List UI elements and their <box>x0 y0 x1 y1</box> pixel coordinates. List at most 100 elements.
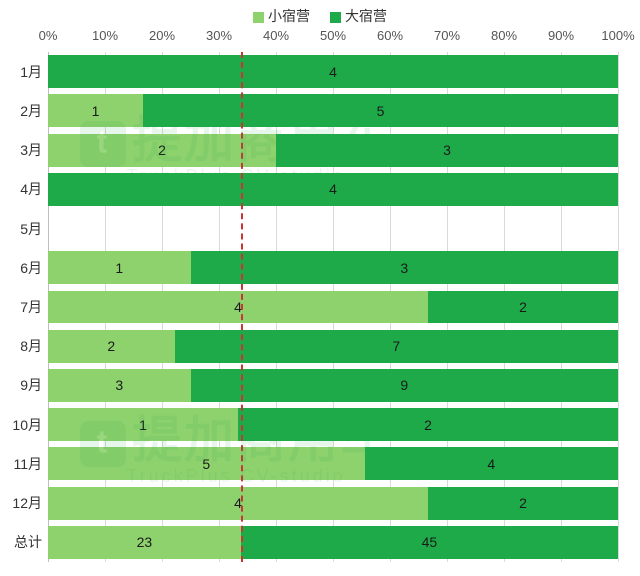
bar-row: 6月13 <box>48 248 618 287</box>
y-axis-label: 3月 <box>0 140 42 160</box>
bar-row: 2月15 <box>48 91 618 130</box>
bar-row: 7月42 <box>48 287 618 326</box>
x-tick-label: 80% <box>491 28 517 43</box>
bar-segment-large: 2 <box>428 291 618 324</box>
bar-row: 12月42 <box>48 484 618 523</box>
y-axis-label: 2月 <box>0 101 42 121</box>
bar-segment-large: 2 <box>238 408 618 441</box>
plot-area: 0%10%20%30%40%50%60%70%80%90%100%1月42月15… <box>48 52 618 562</box>
bar-track: 42 <box>48 291 618 324</box>
bar-row: 3月23 <box>48 130 618 169</box>
bar-value-small: 1 <box>115 260 123 276</box>
bar-track: 4 <box>48 55 618 88</box>
x-tick-label: 30% <box>206 28 232 43</box>
x-tick-label: 100% <box>601 28 634 43</box>
bar-segment-large: 2 <box>428 487 618 520</box>
bar-value-large: 2 <box>424 417 432 433</box>
x-tick-label: 60% <box>377 28 403 43</box>
legend-label-large: 大宿营 <box>345 8 387 24</box>
x-tick-label: 90% <box>548 28 574 43</box>
y-axis-label: 5月 <box>0 219 42 239</box>
y-axis-label: 9月 <box>0 375 42 395</box>
bar-value-large: 4 <box>329 64 337 80</box>
bar-track <box>48 212 618 245</box>
bar-segment-large: 3 <box>276 134 618 167</box>
legend-item-small: 小宿营 <box>253 6 310 26</box>
bar-value-large: 2 <box>519 299 527 315</box>
legend-label-small: 小宿营 <box>268 8 310 24</box>
bar-track: 42 <box>48 487 618 520</box>
y-axis-label: 1月 <box>0 62 42 82</box>
x-tick-label: 0% <box>39 28 58 43</box>
bar-segment-large: 5 <box>143 94 618 127</box>
bar-segment-small: 5 <box>48 447 365 480</box>
x-tick-label: 40% <box>263 28 289 43</box>
y-axis-label: 8月 <box>0 336 42 356</box>
reference-line <box>241 52 243 562</box>
bar-value-large: 5 <box>377 103 385 119</box>
bar-track: 13 <box>48 251 618 284</box>
y-axis-label: 4月 <box>0 179 42 199</box>
bar-row: 总计2345 <box>48 523 618 562</box>
bar-value-small: 3 <box>115 377 123 393</box>
y-axis-label: 6月 <box>0 258 42 278</box>
bar-value-small: 2 <box>107 338 115 354</box>
bar-value-small: 2 <box>158 142 166 158</box>
bar-segment-large: 4 <box>48 55 618 88</box>
bar-value-large: 4 <box>487 456 495 472</box>
bar-segment-small: 4 <box>48 487 428 520</box>
legend-swatch-large <box>330 12 341 23</box>
legend-item-large: 大宿营 <box>330 6 387 26</box>
bar-value-large: 9 <box>400 377 408 393</box>
x-tick-label: 50% <box>320 28 346 43</box>
bar-value-large: 45 <box>422 534 438 550</box>
bar-track: 15 <box>48 94 618 127</box>
x-tick-label: 20% <box>149 28 175 43</box>
bar-value-small: 1 <box>139 417 147 433</box>
gridline <box>618 52 619 562</box>
bar-row: 5月 <box>48 209 618 248</box>
bar-value-large: 3 <box>400 260 408 276</box>
bar-row: 8月27 <box>48 327 618 366</box>
bar-track: 27 <box>48 330 618 363</box>
bar-value-large: 7 <box>392 338 400 354</box>
bar-value-large: 2 <box>519 495 527 511</box>
bar-segment-small: 2 <box>48 330 175 363</box>
x-tick-label: 70% <box>434 28 460 43</box>
bar-row: 1月4 <box>48 52 618 91</box>
bar-segment-large: 9 <box>191 369 619 402</box>
bar-track: 12 <box>48 408 618 441</box>
legend-swatch-small <box>253 12 264 23</box>
bar-segment-small: 4 <box>48 291 428 324</box>
bar-segment-small: 23 <box>48 526 241 559</box>
bar-value-small: 5 <box>202 456 210 472</box>
y-axis-label: 7月 <box>0 297 42 317</box>
bar-segment-small: 1 <box>48 251 191 284</box>
bar-segment-large: 4 <box>48 173 618 206</box>
bar-row: 4月4 <box>48 170 618 209</box>
y-axis-label: 11月 <box>0 454 42 474</box>
y-axis-label: 总计 <box>0 532 42 552</box>
bar-value-large: 4 <box>329 181 337 197</box>
bar-track: 23 45 <box>48 526 618 559</box>
bar-track: 54 <box>48 447 618 480</box>
bar-segment-large: 4 <box>365 447 618 480</box>
bar-segment-large: 3 <box>191 251 619 284</box>
bar-segment-small: 1 <box>48 408 238 441</box>
bar-value-small: 1 <box>92 103 100 119</box>
stacked-bar-chart: 小宿营 大宿营 0% 10% 20% 30% 40% 50% 60% 70% 80% 90% 100… <box>0 0 640 576</box>
bar-track: 4 <box>48 173 618 206</box>
bar-row: 9月39 <box>48 366 618 405</box>
bar-value-large: 3 <box>443 142 451 158</box>
legend: 小宿营 大宿营 <box>0 6 640 26</box>
bar-track: 23 <box>48 134 618 167</box>
bar-segment-small: 1 <box>48 94 143 127</box>
bar-row: 10月12 <box>48 405 618 444</box>
bar-row: 11月54 <box>48 444 618 483</box>
x-tick-label: 10% <box>92 28 118 43</box>
bar-segment-large: 45 <box>241 526 618 559</box>
y-axis-label: 12月 <box>0 493 42 513</box>
bar-track: 39 <box>48 369 618 402</box>
bar-value-small: 23 <box>137 534 153 550</box>
bar-segment-small: 3 <box>48 369 191 402</box>
